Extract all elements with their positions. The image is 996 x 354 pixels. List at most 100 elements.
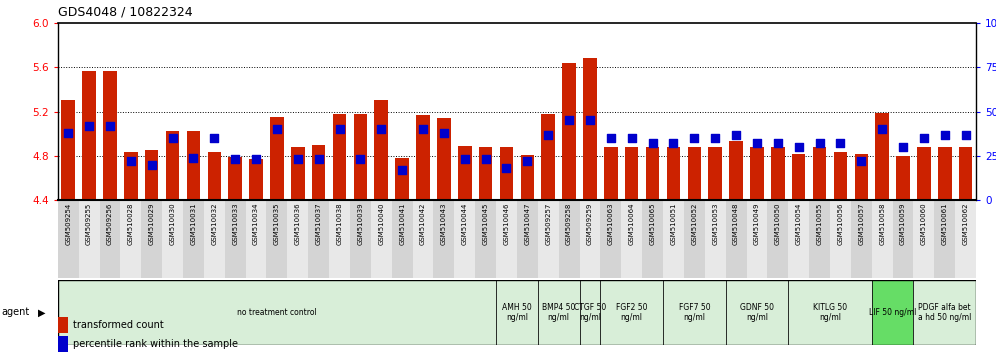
- Bar: [246, 200, 267, 278]
- Text: GSM510047: GSM510047: [524, 202, 530, 245]
- Point: [457, 156, 473, 162]
- Point: [791, 144, 807, 150]
- Bar: [350, 200, 371, 278]
- Text: GSM510051: GSM510051: [670, 202, 676, 245]
- Bar: [666, 147, 680, 200]
- Text: GSM510030: GSM510030: [169, 202, 175, 245]
- Bar: [162, 200, 183, 278]
- Bar: [580, 200, 601, 278]
- Point: [478, 156, 494, 162]
- Bar: [604, 147, 618, 200]
- Text: GSM510042: GSM510042: [420, 202, 426, 245]
- Text: GSM510031: GSM510031: [190, 202, 196, 245]
- Bar: [851, 200, 872, 278]
- Point: [185, 155, 201, 160]
- Point: [874, 126, 890, 132]
- Bar: [183, 200, 204, 278]
- Point: [958, 132, 974, 137]
- Bar: [663, 280, 726, 345]
- Text: GSM510043: GSM510043: [441, 202, 447, 245]
- Bar: [792, 154, 806, 200]
- Text: GSM510036: GSM510036: [295, 202, 301, 245]
- Bar: [624, 147, 638, 200]
- Bar: [913, 280, 976, 345]
- Text: PDGF alfa bet
a hd 50 ng/ml: PDGF alfa bet a hd 50 ng/ml: [918, 303, 971, 322]
- Text: GSM510057: GSM510057: [859, 202, 865, 245]
- Bar: [371, 200, 391, 278]
- Text: GSM510028: GSM510028: [127, 202, 133, 245]
- Bar: [267, 200, 288, 278]
- Point: [60, 130, 76, 136]
- Point: [164, 135, 180, 141]
- Text: LIF 50 ng/ml: LIF 50 ng/ml: [869, 308, 916, 317]
- Point: [394, 167, 410, 173]
- Text: percentile rank within the sample: percentile rank within the sample: [73, 339, 238, 349]
- Bar: [186, 131, 200, 200]
- Text: GSM510048: GSM510048: [733, 202, 739, 245]
- Point: [332, 126, 348, 132]
- Bar: [124, 153, 137, 200]
- Point: [916, 135, 932, 141]
- Point: [290, 156, 306, 162]
- Text: ▶: ▶: [38, 307, 46, 318]
- Bar: [830, 200, 851, 278]
- Bar: [479, 147, 492, 200]
- Text: GDNF 50
ng/ml: GDNF 50 ng/ml: [740, 303, 774, 322]
- Bar: [83, 70, 96, 200]
- Bar: [584, 58, 597, 200]
- Bar: [934, 200, 955, 278]
- Point: [603, 135, 619, 141]
- Point: [686, 135, 702, 141]
- Bar: [391, 200, 412, 278]
- Bar: [708, 147, 722, 200]
- Text: GSM510056: GSM510056: [838, 202, 844, 245]
- Bar: [291, 147, 305, 200]
- Bar: [333, 114, 347, 200]
- Text: GSM510038: GSM510038: [337, 202, 343, 245]
- Bar: [542, 114, 555, 200]
- Bar: [79, 200, 100, 278]
- Bar: [433, 200, 454, 278]
- Bar: [601, 200, 622, 278]
- Point: [269, 126, 285, 132]
- Bar: [872, 280, 913, 345]
- Text: BMP4 50
ng/ml: BMP4 50 ng/ml: [542, 303, 576, 322]
- Bar: [767, 200, 788, 278]
- Bar: [580, 280, 601, 345]
- Text: GSM510064: GSM510064: [628, 202, 634, 245]
- Bar: [270, 117, 284, 200]
- Bar: [896, 156, 909, 200]
- Text: GSM510062: GSM510062: [963, 202, 969, 245]
- Bar: [705, 200, 726, 278]
- Text: GSM510046: GSM510046: [504, 202, 510, 245]
- Bar: [559, 200, 580, 278]
- Bar: [165, 131, 179, 200]
- Bar: [917, 147, 930, 200]
- Bar: [58, 280, 496, 345]
- Bar: [938, 147, 951, 200]
- Text: GSM510032: GSM510032: [211, 202, 217, 245]
- Bar: [437, 118, 450, 200]
- Bar: [249, 159, 263, 200]
- Bar: [872, 200, 892, 278]
- Text: no treatment control: no treatment control: [237, 308, 317, 317]
- Text: GSM510050: GSM510050: [775, 202, 781, 245]
- Point: [833, 141, 849, 146]
- Bar: [788, 200, 809, 278]
- Bar: [329, 200, 350, 278]
- Bar: [496, 200, 517, 278]
- Bar: [475, 200, 496, 278]
- Bar: [412, 200, 433, 278]
- Point: [143, 162, 159, 167]
- Text: CTGF 50
ng/ml: CTGF 50 ng/ml: [574, 303, 607, 322]
- Point: [707, 135, 723, 141]
- Bar: [855, 154, 869, 200]
- Text: GSM510054: GSM510054: [796, 202, 802, 245]
- Text: GSM509254: GSM509254: [65, 202, 71, 245]
- Text: GDS4048 / 10822324: GDS4048 / 10822324: [58, 5, 192, 18]
- Point: [728, 132, 744, 137]
- Bar: [58, 200, 79, 278]
- Bar: [684, 200, 705, 278]
- Bar: [500, 147, 513, 200]
- Point: [102, 123, 118, 129]
